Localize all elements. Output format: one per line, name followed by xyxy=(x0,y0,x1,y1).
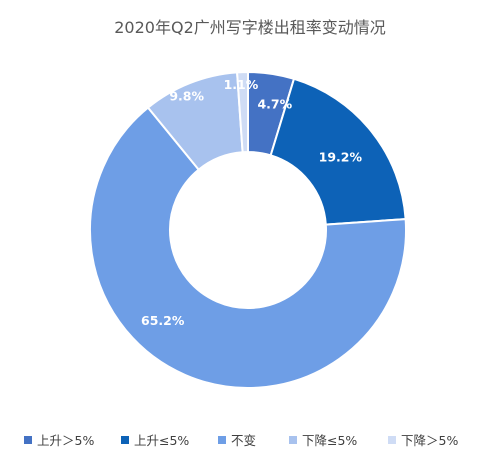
slice-label-0: 4.7% xyxy=(257,96,292,111)
legend-item-1: 上升≤5% xyxy=(121,433,189,448)
legend-swatch-3 xyxy=(289,436,297,444)
slice-4 xyxy=(236,70,249,154)
legend-swatch-2 xyxy=(218,436,226,444)
slice-1 xyxy=(269,77,407,226)
legend-label-0: 上升＞5% xyxy=(37,433,94,448)
legend-label-4: 下降＞5% xyxy=(401,433,458,448)
slice-label-1: 19.2% xyxy=(319,150,363,165)
legend-label-1: 上升≤5% xyxy=(134,433,189,448)
legend: 上升＞5% 上升≤5% 不变 下降≤5% 下降＞5% xyxy=(24,433,458,448)
legend-swatch-0 xyxy=(24,436,32,444)
legend-item-2: 不变 xyxy=(218,433,256,448)
legend-swatch-1 xyxy=(121,436,129,444)
chart-title: 2020年Q2广州写字楼出租率变动情况 xyxy=(114,18,386,37)
slice-label-3: 9.8% xyxy=(169,88,204,103)
legend-swatch-4 xyxy=(388,436,396,444)
legend-item-3: 下降≤5% xyxy=(289,433,357,448)
slice-label-2: 65.2% xyxy=(141,313,185,328)
legend-item-4: 下降＞5% xyxy=(388,433,458,448)
labels-group: 4.7% 19.2% 65.2% 9.8% 1.1% xyxy=(141,77,362,328)
slices-group xyxy=(89,70,407,389)
legend-label-2: 不变 xyxy=(231,433,256,448)
legend-item-0: 上升＞5% xyxy=(24,433,94,448)
legend-label-3: 下降≤5% xyxy=(302,433,357,448)
slice-label-4: 1.1% xyxy=(224,77,259,92)
slice-2 xyxy=(89,106,407,389)
